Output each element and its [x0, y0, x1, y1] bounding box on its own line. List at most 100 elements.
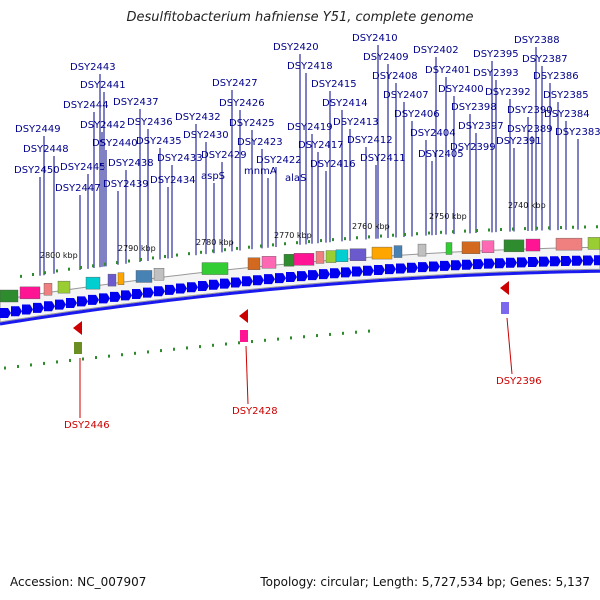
gene-arrow[interactable]: [418, 262, 429, 273]
gene-box[interactable]: [283, 254, 295, 267]
gene-label[interactable]: DSY2438: [108, 158, 154, 169]
gene-label[interactable]: DSY2388: [514, 35, 560, 46]
gene-label[interactable]: DSY2419: [287, 122, 333, 133]
gene-arrow[interactable]: [572, 255, 583, 266]
gene-label[interactable]: DSY2425: [229, 118, 275, 129]
highlight-gene-box[interactable]: [74, 342, 82, 354]
gene-arrow[interactable]: [11, 306, 22, 317]
gene-box[interactable]: [587, 237, 600, 250]
gene-arrow[interactable]: [209, 279, 220, 290]
gene-arrow[interactable]: [528, 256, 539, 267]
gene-box[interactable]: [461, 241, 481, 254]
gene-box[interactable]: [107, 273, 117, 287]
gene-box[interactable]: [135, 270, 153, 283]
gene-label[interactable]: DSY2434: [150, 175, 196, 186]
gene-arrow[interactable]: [451, 260, 462, 271]
gene-label[interactable]: DSY2409: [363, 52, 409, 63]
gene-arrow[interactable]: [396, 263, 407, 274]
gene-box[interactable]: [481, 240, 495, 253]
gene-arrow[interactable]: [385, 264, 396, 275]
gene-label[interactable]: DSY2429: [201, 150, 247, 161]
gene-label[interactable]: DSY2450: [14, 165, 60, 176]
gene-label[interactable]: DSY2448: [23, 144, 69, 155]
gene-label[interactable]: DSY2384: [544, 109, 590, 120]
gene-arrow[interactable]: [99, 293, 110, 304]
gene-box[interactable]: [503, 239, 525, 253]
gene-arrow[interactable]: [22, 304, 33, 315]
gene-label[interactable]: DSY2430: [183, 130, 229, 141]
highlight-gene-label[interactable]: DSY2446: [64, 420, 110, 431]
gene-arrow[interactable]: [66, 297, 77, 308]
gene-arrow[interactable]: [352, 266, 363, 277]
highlight-gene-box[interactable]: [501, 302, 509, 314]
gene-arrow[interactable]: [407, 262, 418, 273]
gene-label[interactable]: DSY2405: [418, 149, 464, 160]
gene-label[interactable]: DSY2437: [113, 97, 159, 108]
gene-box[interactable]: [117, 272, 125, 285]
gene-arrow[interactable]: [132, 288, 143, 299]
gene-label[interactable]: aspS: [201, 171, 225, 182]
gene-arrow[interactable]: [231, 277, 242, 288]
gene-label[interactable]: DSY2390: [507, 105, 553, 116]
gene-arrow[interactable]: [341, 267, 352, 278]
gene-arrow[interactable]: [363, 265, 374, 276]
gene-label[interactable]: DSY2399: [450, 142, 496, 153]
gene-label[interactable]: DSY2427: [212, 78, 258, 89]
gene-label[interactable]: DSY2408: [372, 71, 418, 82]
gene-label[interactable]: DSY2385: [543, 90, 589, 101]
gene-label[interactable]: DSY2444: [63, 100, 109, 111]
gene-arrow[interactable]: [308, 270, 319, 281]
gene-box[interactable]: [261, 256, 277, 269]
gene-arrow[interactable]: [110, 291, 121, 302]
gene-label[interactable]: DSY2441: [80, 80, 126, 91]
gene-label[interactable]: DSY2442: [80, 120, 126, 131]
gene-label[interactable]: DSY2420: [273, 42, 319, 53]
gene-arrow[interactable]: [561, 256, 572, 267]
gene-box[interactable]: [85, 276, 101, 290]
gene-label[interactable]: DSY2401: [425, 65, 471, 76]
gene-arrow[interactable]: [253, 275, 264, 286]
gene-box[interactable]: [335, 249, 349, 262]
gene-label[interactable]: DSY2386: [533, 71, 579, 82]
gene-label[interactable]: DSY2389: [507, 124, 553, 135]
gene-label[interactable]: DSY2407: [383, 90, 429, 101]
gene-arrow[interactable]: [154, 286, 165, 297]
gene-label[interactable]: DSY2411: [360, 153, 406, 164]
gene-box[interactable]: [315, 251, 325, 264]
gene-box[interactable]: [153, 268, 165, 281]
gene-label[interactable]: DSY2398: [451, 102, 497, 113]
gene-label[interactable]: DSY2404: [410, 128, 456, 139]
gene-arrow[interactable]: [550, 256, 561, 267]
gene-label[interactable]: DSY2449: [15, 124, 61, 135]
gene-arrow[interactable]: [165, 284, 176, 295]
gene-label[interactable]: DSY2383: [555, 127, 600, 138]
gene-label[interactable]: DSY2445: [60, 162, 106, 173]
gene-label[interactable]: DSY2443: [70, 62, 116, 73]
gene-box[interactable]: [325, 250, 337, 263]
gene-box[interactable]: [349, 248, 367, 261]
gene-label[interactable]: DSY2395: [473, 49, 519, 60]
gene-label[interactable]: DSY2406: [394, 109, 440, 120]
gene-label[interactable]: DSY2435: [136, 136, 182, 147]
gene-arrow[interactable]: [429, 261, 440, 272]
gene-label[interactable]: DSY2415: [311, 79, 357, 90]
gene-label[interactable]: DSY2414: [322, 98, 368, 109]
gene-arrow[interactable]: [220, 278, 231, 289]
gene-box[interactable]: [525, 238, 541, 252]
gene-arrow[interactable]: [198, 281, 209, 292]
gene-arrow[interactable]: [33, 302, 44, 313]
gene-arrow[interactable]: [275, 273, 286, 284]
gene-label[interactable]: DSY2433: [157, 153, 203, 164]
gene-label[interactable]: DSY2432: [175, 112, 221, 123]
gene-arrow[interactable]: [187, 282, 198, 293]
gene-arrow[interactable]: [264, 274, 275, 285]
gene-label[interactable]: DSY2439: [103, 179, 149, 190]
gene-arrow[interactable]: [44, 301, 55, 312]
gene-label[interactable]: mnmA: [244, 166, 277, 177]
gene-label[interactable]: DSY2447: [55, 183, 101, 194]
gene-arrow[interactable]: [473, 259, 484, 270]
gene-label[interactable]: DSY2400: [438, 84, 484, 95]
gene-label[interactable]: DSY2387: [522, 54, 568, 65]
gene-box[interactable]: [57, 280, 71, 294]
gene-label[interactable]: DSY2413: [333, 117, 379, 128]
